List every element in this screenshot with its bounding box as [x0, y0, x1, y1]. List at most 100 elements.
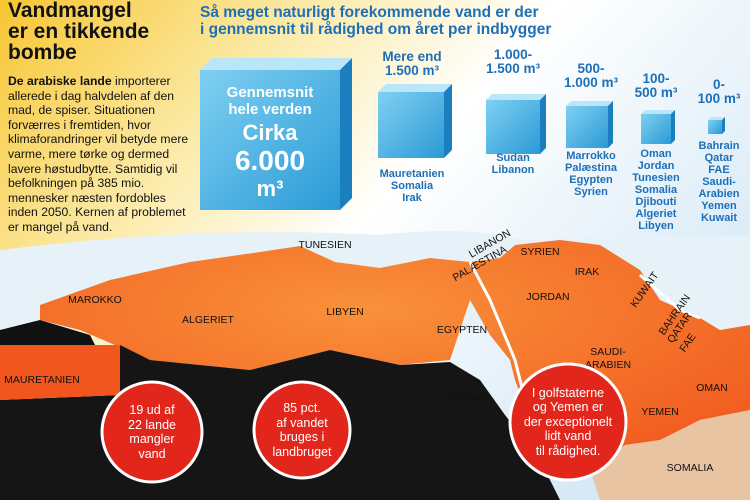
callout-line: af vandet — [276, 415, 328, 430]
country: Djibouti — [635, 196, 677, 208]
map-label: LIBYEN — [326, 306, 363, 318]
callout-circle — [252, 380, 352, 480]
callout-text: 85 pct. af vandet bruges i landbruget — [259, 401, 345, 459]
range-line: 500- — [577, 61, 605, 76]
cube-top — [200, 58, 352, 70]
intro: De arabiske lande importerer allerede i … — [8, 74, 190, 235]
map-label: MAURETANIEN — [4, 374, 80, 386]
country-list: Mauretanien Somalia Irak — [366, 168, 458, 204]
intro-text: importerer allerede i dag halvdelen af d… — [8, 74, 189, 234]
cube-side — [671, 110, 675, 144]
country: Libanon — [491, 164, 535, 176]
country: Mauretanien — [379, 168, 445, 180]
callout-circle — [100, 380, 204, 484]
country-list: Sudan Libanon — [472, 152, 554, 176]
world-value: Cirka 6.000 m³ — [200, 120, 340, 202]
range-line: Mere end — [382, 49, 442, 64]
title-line: Vandmangel — [8, 0, 132, 22]
world-label-line: hele verden — [228, 101, 312, 118]
world-amount: 6.000 — [234, 145, 306, 176]
range-label: 0- 100 m³ — [690, 78, 748, 106]
country: Egypten — [569, 174, 613, 186]
world-approx: Cirka — [242, 120, 298, 145]
callout-text: 19 ud af 22 lande mangler vand — [107, 403, 197, 461]
map-label: SUDAN — [450, 392, 487, 404]
range-label: 100- 500 m³ — [622, 72, 690, 100]
range-line: 1.000 m³ — [563, 75, 619, 90]
cube-front — [378, 92, 444, 158]
world-label-line: Gennemsnit — [226, 84, 314, 101]
country: Palæstina — [565, 162, 617, 174]
range-label: Mere end 1.500 m³ — [366, 50, 458, 78]
country-list: Marrokko Palæstina Egypten Syrien — [550, 150, 632, 198]
map-label: IRAK — [575, 266, 600, 278]
subtitle-line: Så meget naturligt forekommende vand er … — [200, 4, 539, 21]
range-line: 100 m³ — [697, 91, 741, 106]
title: Vandmangel er en tikkende bombe — [8, 0, 149, 63]
country: Oman — [640, 148, 672, 160]
range-label: 500- 1.000 m³ — [550, 62, 632, 90]
country: Qatar — [704, 152, 734, 164]
intro-lead: De arabiske lande — [8, 74, 112, 88]
cube-front — [486, 100, 540, 154]
callout-line: vand — [138, 446, 166, 461]
callout-line: 85 pct. — [283, 401, 321, 415]
range-line: 0- — [712, 77, 725, 92]
cube-top — [378, 84, 452, 92]
country: Syrien — [574, 186, 608, 198]
country: Yemen — [701, 200, 737, 212]
cube-front — [200, 70, 340, 210]
cube-side — [722, 117, 725, 134]
cube-side — [608, 101, 613, 148]
map-label: JORDAN — [526, 291, 569, 303]
gulf — [639, 273, 701, 320]
world-label: Gennemsnit hele verden — [200, 84, 340, 118]
callout-line: 22 lande — [128, 417, 176, 432]
cube-top — [486, 94, 546, 100]
callout-line: I golfstaterne — [531, 385, 605, 400]
africa-dark — [0, 320, 95, 345]
callout-circle — [508, 362, 628, 482]
map-label: EGYPTEN — [437, 324, 487, 336]
range-line: 500 m³ — [634, 85, 678, 100]
map-label: SYRIEN — [520, 246, 559, 258]
callout-line: der exceptionelt — [523, 414, 613, 429]
cube-front — [641, 114, 671, 144]
country: Algeriet — [635, 208, 677, 220]
map-label: YEMEN — [641, 406, 678, 418]
country: Libyen — [638, 220, 674, 232]
map-label: SAUDI- — [590, 346, 626, 358]
country: Saudi- — [702, 176, 736, 188]
range-line: 1.500 m³ — [384, 63, 440, 78]
map-label: ARABIEN — [585, 359, 631, 371]
country: Somalia — [634, 184, 678, 196]
callout-line: mangler — [129, 432, 175, 446]
cube-front — [708, 120, 722, 134]
country-list: Bahrain Qatar FAE Saudi- Arabien Yemen Kuwait — [690, 140, 748, 224]
country: Somalia — [390, 180, 434, 192]
country: Marrokko — [566, 150, 616, 162]
callout-line: landbruget — [272, 444, 332, 459]
subtitle: Så meget naturligt forekommende vand er … — [200, 4, 551, 38]
title-line: bombe — [8, 41, 77, 64]
country: Tunesien — [632, 172, 680, 184]
somalia — [590, 410, 750, 500]
map-label: TUNESIEN — [298, 239, 351, 251]
cube-top — [641, 110, 675, 114]
country: Sudan — [496, 152, 530, 164]
callout-line: lidt vand — [544, 429, 592, 444]
cube-top — [566, 101, 613, 106]
callout-text: I golfstaterne og Yemen er der exceptionel… — [516, 386, 620, 459]
range-label: 1.000- 1.500 m³ — [472, 48, 554, 76]
callout-line: til rådighed. — [535, 443, 601, 458]
range-line: 1.500 m³ — [485, 61, 541, 76]
callout-line: bruges i — [279, 430, 325, 444]
country-list: Oman Jordan Tunesien Somalia Djibouti Algerie… — [622, 148, 690, 232]
mauretania — [0, 345, 120, 400]
country: Kuwait — [700, 212, 738, 224]
country: Irak — [402, 192, 422, 204]
callout-line: og Yemen er — [532, 400, 604, 415]
range-line: 100- — [642, 71, 670, 86]
